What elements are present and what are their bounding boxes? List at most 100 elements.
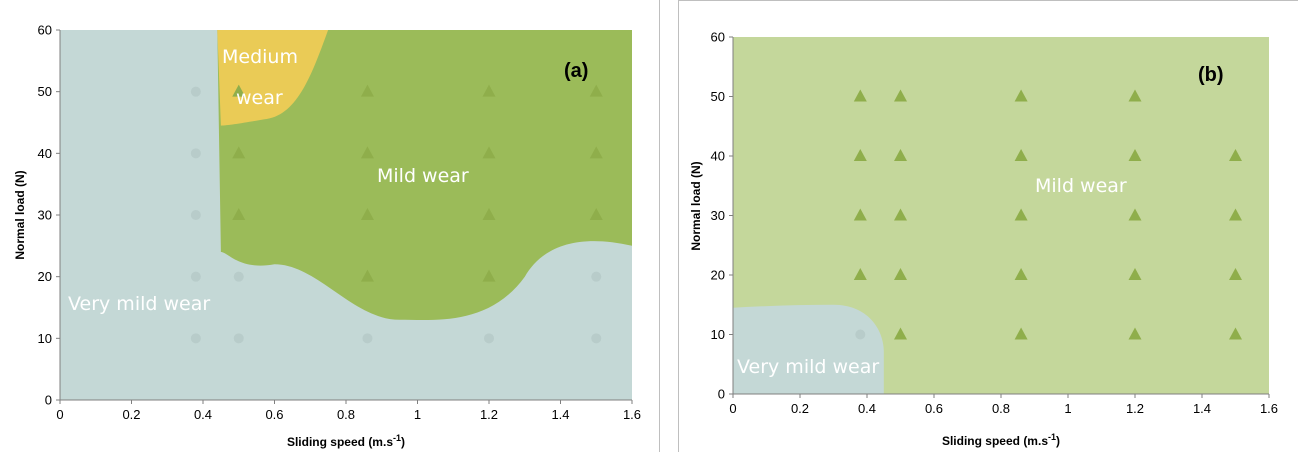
a-triangle-point-1 (232, 146, 246, 159)
b-triangle-point-1 (853, 149, 867, 161)
b-x-tick-label-4: 0.8 (992, 401, 1010, 416)
a-triangle-point-3 (360, 84, 374, 97)
a-triangle-point-7 (482, 84, 496, 97)
label-very-mild-wear-a: Very mild wear (68, 293, 210, 315)
label-medium-wear-line1-a: Medium (222, 46, 298, 68)
a-circle-point-1 (190, 148, 201, 159)
b-x-tick-label-8: 1.6 (1260, 401, 1278, 416)
a-triangle-point-12 (589, 146, 603, 159)
b-triangle-point-9 (1014, 89, 1028, 102)
a-triangle-point-13 (589, 208, 603, 220)
b-triangle-point-2 (853, 208, 867, 221)
b-triangle-point-0 (853, 89, 867, 102)
y-axis-label-b: Normal load (N) (689, 161, 703, 250)
panel-label-a: (a) (564, 60, 588, 82)
b-y-tick-label-5: 50 (711, 89, 725, 104)
a-triangle-point-9 (482, 208, 496, 220)
x-axis-label-a: Sliding speed (m.s-1) (287, 433, 405, 449)
b-triangle-point-22 (1229, 327, 1242, 340)
b-circle-point-0 (855, 329, 866, 340)
a-circle-point-3 (190, 271, 201, 282)
a-circle-point-4 (190, 333, 201, 344)
b-triangle-point-3 (853, 268, 867, 280)
a-y-tick-label-3: 30 (38, 208, 52, 223)
a-x-tick-label-2: 0.4 (194, 407, 212, 422)
b-y-tick-label-2: 20 (711, 268, 725, 283)
a-y-tick-label-0: 0 (45, 393, 52, 408)
a-circle-point-0 (190, 86, 201, 97)
a-circle-point-6 (233, 333, 244, 344)
b-triangle-point-20 (1229, 208, 1242, 221)
a-x-tick-label-1: 0.2 (122, 407, 140, 422)
a-y-tick-label-6: 60 (38, 23, 52, 38)
chart-panel-a: 0 0.2 0.4 0.6 0.8 1 1.2 1.4 1.6 0 10 20 30 40 50 60 Ver… (13, 0, 660, 452)
chart-a-svg: 0 0.2 0.4 0.6 0.8 1 1.2 1.4 1.6 0 10 20 30 40 50 60 Ver… (13, 23, 642, 450)
b-triangle-point-6 (894, 208, 907, 221)
y-axis-label-a: Normal load (N) (13, 170, 27, 259)
a-circle-point-10 (591, 333, 602, 344)
b-triangle-point-14 (1128, 89, 1142, 102)
x-axis-label-tail-b: ) (1056, 434, 1060, 448)
a-triangle-point-4 (360, 146, 374, 159)
axes-b: 0 0.2 0.4 0.6 0.8 1 1.2 1.4 1.6 0 10 20 30 40 50 60 (711, 30, 1279, 417)
a-x-tick-label-4: 0.8 (337, 407, 355, 422)
panel-label-b: (b) (1198, 64, 1224, 86)
region-medium-wear-a (217, 30, 329, 126)
label-mild-wear-b: Mild wear (1035, 175, 1127, 197)
x-axis-label-sup-b: -1 (1048, 432, 1056, 442)
a-circle-point-9 (591, 271, 602, 282)
chart-panel-b: 0 0.2 0.4 0.6 0.8 1 1.2 1.4 1.6 0 10 20 30 40 50 60 Mil… (678, 0, 1298, 452)
region-mild-wear-a (217, 30, 633, 321)
a-y-tick-label-4: 40 (38, 146, 52, 161)
a-y-tick-label-2: 20 (38, 269, 52, 284)
a-triangle-point-5 (360, 208, 374, 220)
a-circle-point-7 (362, 333, 373, 344)
b-y-tick-label-4: 40 (711, 149, 725, 164)
label-mild-wear-a: Mild wear (377, 165, 469, 187)
b-y-tick-label-0: 0 (718, 387, 725, 402)
a-x-tick-label-5: 1 (414, 407, 421, 422)
b-x-tick-label-6: 1.2 (1126, 401, 1144, 416)
a-x-tick-label-8: 1.6 (623, 407, 641, 422)
a-x-tick-label-7: 1.4 (551, 407, 569, 422)
label-very-mild-wear-b: Very mild wear (737, 356, 879, 378)
x-axis-label-base-b: Sliding speed (m.s (942, 434, 1048, 448)
a-triangle-point-6 (360, 269, 374, 282)
b-y-tick-label-6: 60 (711, 30, 725, 45)
b-triangle-point-21 (1229, 268, 1242, 280)
label-medium-wear-line2-a: wear (236, 87, 283, 109)
b-triangle-point-5 (894, 149, 907, 161)
b-x-tick-label-1: 0.2 (791, 401, 809, 416)
a-triangle-point-11 (589, 84, 603, 97)
a-triangle-point-0 (232, 84, 246, 97)
b-triangle-point-8 (894, 327, 907, 340)
x-axis-label-tail-a: ) (401, 435, 405, 449)
b-triangle-point-19 (1229, 149, 1242, 161)
b-triangle-point-4 (894, 89, 907, 102)
a-x-tick-label-0: 0 (56, 407, 63, 422)
chart-b-svg: 0 0.2 0.4 0.6 0.8 1 1.2 1.4 1.6 0 10 20 30 40 50 60 Mil… (689, 30, 1279, 449)
b-triangle-point-17 (1128, 268, 1142, 280)
plot-area-a (60, 30, 633, 400)
a-x-tick-label-6: 1.2 (480, 407, 498, 422)
b-triangle-point-18 (1128, 327, 1142, 340)
region-very-mild-wear-b (733, 304, 884, 394)
b-triangle-point-7 (894, 268, 907, 280)
axes-a: 0 0.2 0.4 0.6 0.8 1 1.2 1.4 1.6 0 10 20 30 40 50 60 (38, 23, 642, 423)
b-x-tick-label-3: 0.6 (925, 401, 943, 416)
b-triangle-point-10 (1014, 149, 1028, 161)
b-triangle-point-15 (1128, 149, 1142, 161)
b-y-tick-label-3: 30 (711, 208, 725, 223)
b-y-tick-label-1: 10 (711, 327, 725, 342)
x-axis-label-base-a: Sliding speed (m.s (287, 435, 393, 449)
data-points-a (190, 84, 603, 344)
x-axis-label-b: Sliding speed (m.s-1) (942, 432, 1060, 448)
a-x-tick-label-3: 0.6 (265, 407, 283, 422)
a-circle-point-2 (190, 210, 201, 220)
data-points-b (853, 89, 1242, 340)
b-triangle-point-13 (1014, 327, 1028, 340)
a-triangle-point-10 (482, 269, 496, 282)
b-x-tick-label-5: 1 (1064, 401, 1071, 416)
b-x-tick-label-2: 0.4 (858, 401, 876, 416)
a-triangle-point-2 (232, 208, 246, 220)
